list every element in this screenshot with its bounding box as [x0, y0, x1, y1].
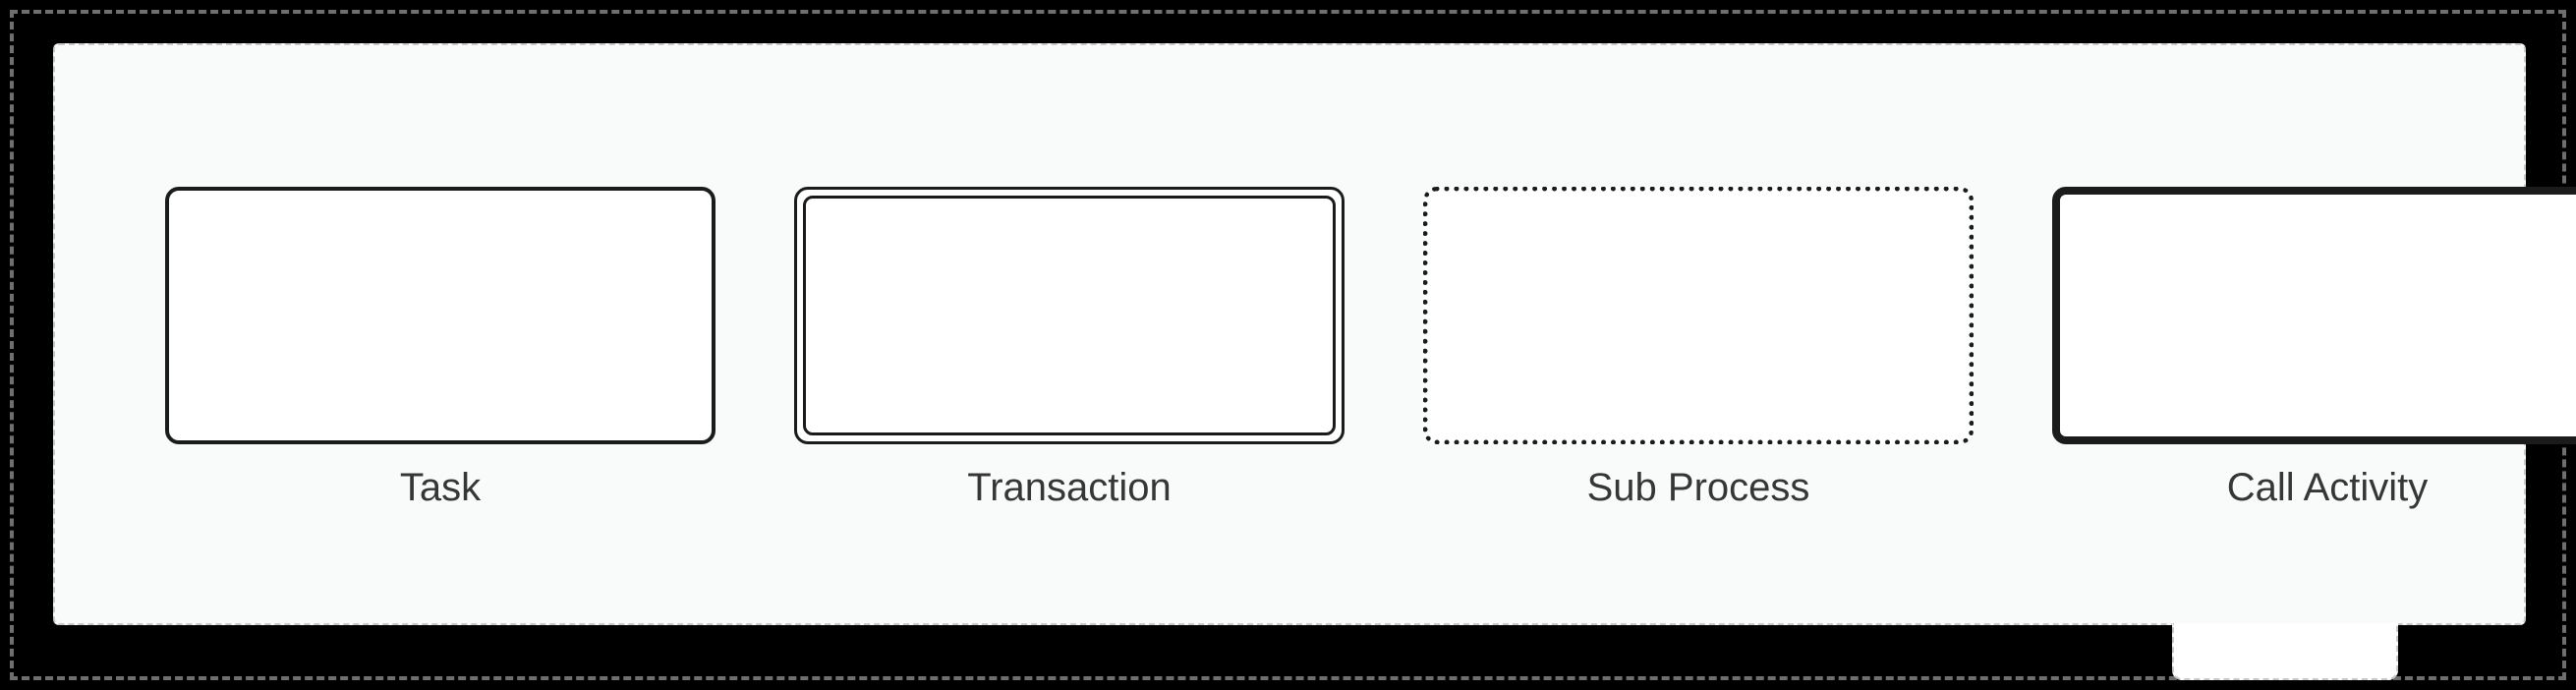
call-activity-shape	[2052, 187, 2576, 444]
sub-process-item: Sub Process	[1423, 187, 1974, 510]
transaction-shape	[794, 187, 1345, 444]
transaction-item: Transaction	[794, 187, 1345, 510]
sub-process-shape	[1423, 187, 1974, 444]
transaction-inner-border	[803, 196, 1336, 435]
panel-tab	[2172, 623, 2398, 680]
sub-process-label: Sub Process	[1587, 466, 1810, 510]
task-shape	[165, 187, 716, 444]
transaction-label: Transaction	[967, 466, 1172, 510]
call-activity-label: Call Activity	[2227, 466, 2429, 510]
task-label: Task	[400, 466, 481, 510]
task-item: Task	[165, 187, 716, 510]
call-activity-item: Call Activity	[2052, 187, 2576, 510]
